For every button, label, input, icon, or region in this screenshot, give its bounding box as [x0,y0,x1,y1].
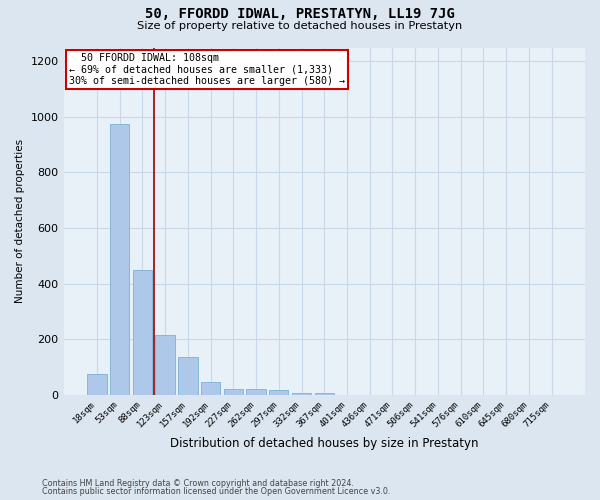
Bar [110,124,130,394]
Text: Size of property relative to detached houses in Prestatyn: Size of property relative to detached ho… [137,21,463,31]
Bar [133,270,152,394]
Bar [269,390,289,394]
Text: 50 FFORDD IDWAL: 108sqm
← 69% of detached houses are smaller (1,333)
30% of semi: 50 FFORDD IDWAL: 108sqm ← 69% of detache… [69,52,345,86]
Text: Contains HM Land Registry data © Crown copyright and database right 2024.: Contains HM Land Registry data © Crown c… [42,478,354,488]
Text: 50, FFORDD IDWAL, PRESTATYN, LL19 7JG: 50, FFORDD IDWAL, PRESTATYN, LL19 7JG [145,8,455,22]
Bar [87,374,107,394]
Bar [314,393,334,394]
Bar [247,389,266,394]
Bar [224,389,243,394]
Bar [155,335,175,394]
X-axis label: Distribution of detached houses by size in Prestatyn: Distribution of detached houses by size … [170,437,479,450]
Text: Contains public sector information licensed under the Open Government Licence v3: Contains public sector information licen… [42,487,391,496]
Y-axis label: Number of detached properties: Number of detached properties [15,139,25,303]
Bar [292,393,311,394]
Bar [201,382,220,394]
Bar [178,357,197,395]
